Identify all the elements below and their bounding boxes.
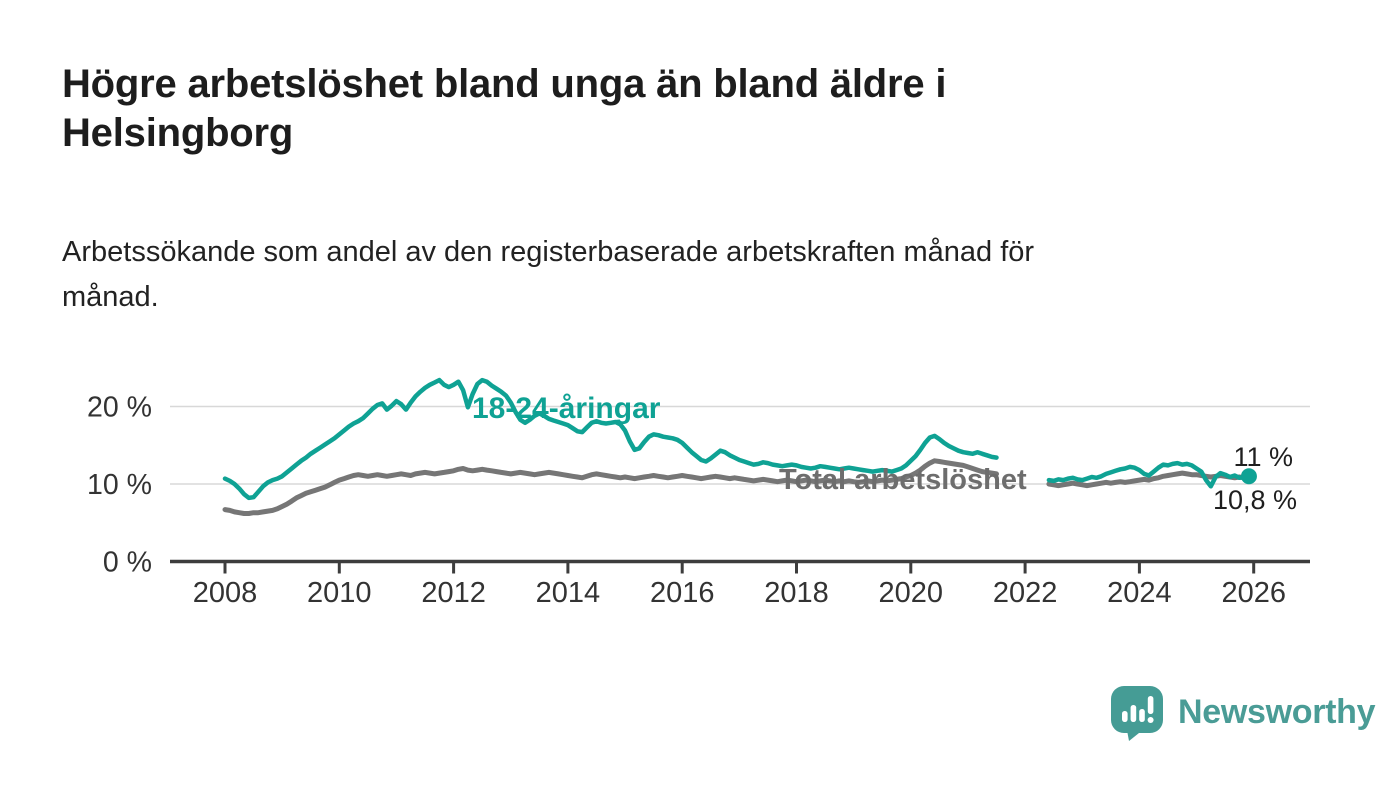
x-axis-tick-label: 2010 [307,577,372,609]
speech-bubble-shape [1111,686,1163,741]
y-axis-tick-label: 20 % [87,392,152,424]
x-axis-tick-label: 2012 [421,577,486,609]
x-axis-tick-label: 2016 [650,577,715,609]
x-axis-tick-label: 2008 [193,577,258,609]
title-line-1: Högre arbetslöshet bland unga än bland ä… [62,62,947,106]
bar-2 [1130,705,1137,722]
newsworthy-logo: Newsworthy [1108,684,1376,741]
x-axis-tick-label: 2018 [764,577,829,609]
x-axis-tick-label: 2020 [879,577,944,609]
line-youth-segment-1 [1046,460,1252,489]
exclamation-bar [1147,696,1154,714]
total-end-value-label: 10,8 % [1213,485,1297,515]
series-label-total: Total arbetslöshet [779,464,1027,496]
x-axis-tick-label: 2022 [993,577,1058,609]
bar-1 [1122,711,1128,722]
y-axis-tick-label: 10 % [87,469,152,501]
page-title: Högre arbetslöshet bland unga än bland ä… [62,60,1262,158]
bar-chart-speech-bubble-icon [1111,686,1163,741]
exclamation-dot [1147,717,1154,723]
line-youth-segment-0 [222,377,999,501]
youth-end-value-label: 11 % [1233,442,1293,472]
y-axis-tick-label: 0 % [103,547,152,579]
subtitle-line-1: Arbetssökande som andel av den registerb… [62,236,1035,268]
youth-latest-point-marker [1240,468,1257,485]
chart-subtitle: Arbetssökande som andel av den registerb… [62,230,1292,320]
subtitle-line-2: månad. [62,280,159,313]
bar-3 [1139,709,1145,722]
brand-name: Newsworthy [1178,693,1376,731]
series-label-youth: 18-24-åringar [472,392,661,425]
x-axis-tick-label: 2014 [536,577,601,609]
title-line-2: Helsingborg [62,110,294,155]
x-axis-tick-label: 2024 [1107,577,1172,609]
x-axis-tick-label: 2026 [1221,577,1286,609]
line-total-segment-0 [222,458,999,516]
